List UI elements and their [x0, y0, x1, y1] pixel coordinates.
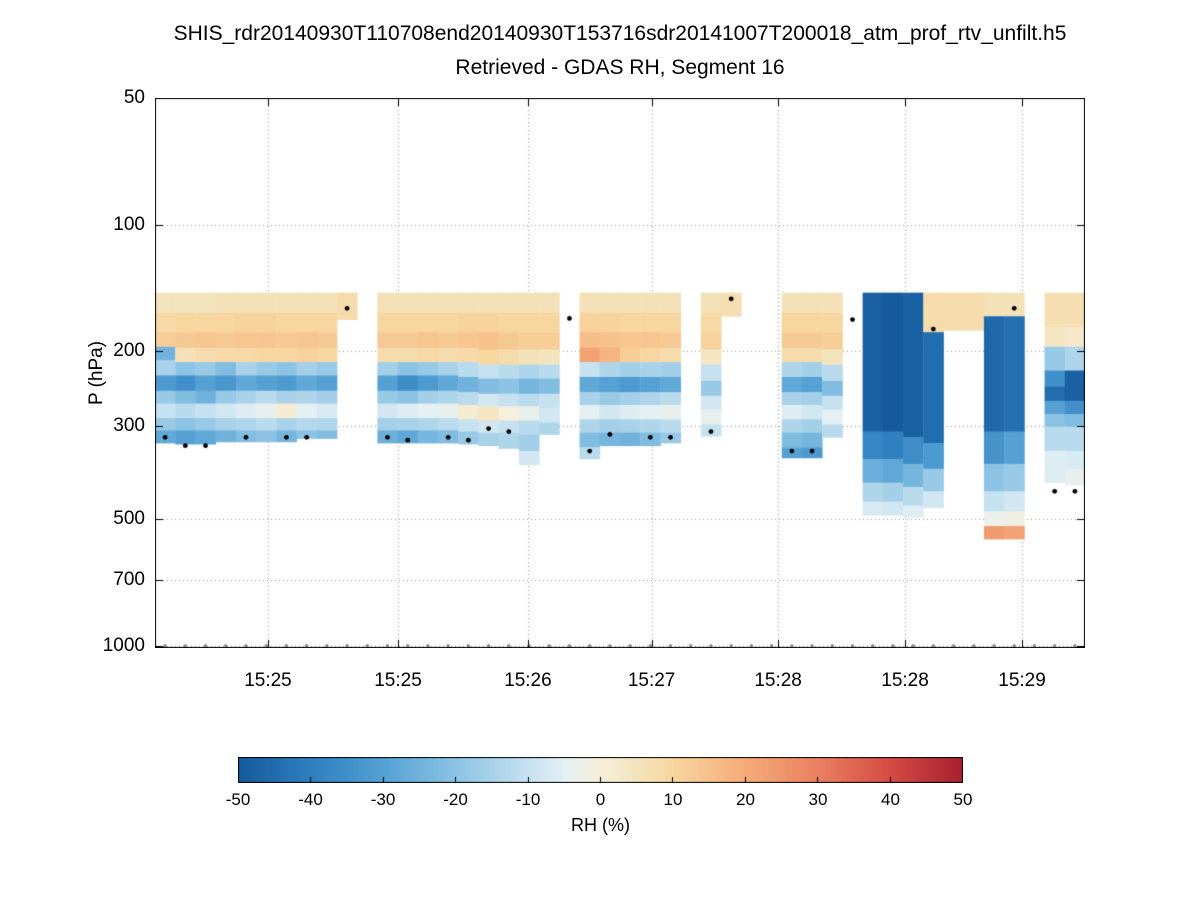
y-tick-label: 50: [123, 87, 145, 108]
x-tick-label: 15:26: [504, 670, 552, 691]
x-tick-label: 15:25: [244, 670, 292, 691]
colorbar-tick-label: -20: [443, 790, 468, 809]
x-tick-label: 15:27: [627, 670, 676, 691]
colorbar-tick-label: 40: [881, 790, 900, 809]
y-tick-label: 200: [113, 340, 145, 362]
heatmap-canvas: [155, 98, 1085, 648]
x-tick-label: 15:28: [754, 670, 802, 691]
colorbar-tick-label: -40: [298, 790, 323, 809]
figure-subtitle: Retrieved - GDAS RH, Segment 16: [455, 56, 785, 79]
x-tick-label: 15:25: [374, 670, 422, 691]
y-tick-label: 1000: [102, 634, 145, 656]
colorbar-tick-label: 50: [953, 790, 973, 809]
colorbar-tick-label: 20: [736, 790, 755, 809]
y-tick-label: 500: [113, 507, 145, 529]
y-tick-label: 300: [113, 414, 145, 436]
colorbar-canvas: [238, 757, 963, 783]
colorbar-label: RH (%): [571, 815, 630, 835]
colorbar-tick-label: 10: [663, 790, 683, 809]
figure-title-filename: SHIS_rdr20140930T110708end20140930T15371…: [173, 22, 1067, 45]
colorbar-tick-label: -30: [370, 790, 396, 809]
colorbar-tick-label: 30: [808, 790, 828, 809]
colorbar-tick-label: -50: [225, 790, 251, 809]
colorbar-tick-label: -10: [515, 790, 541, 809]
x-tick-label: 15:28: [881, 670, 929, 691]
colorbar-tick-label: 0: [595, 790, 606, 809]
y-tick-label: 700: [113, 569, 145, 591]
x-tick-label: 15:29: [998, 670, 1046, 691]
y-tick-label: 100: [113, 213, 145, 235]
